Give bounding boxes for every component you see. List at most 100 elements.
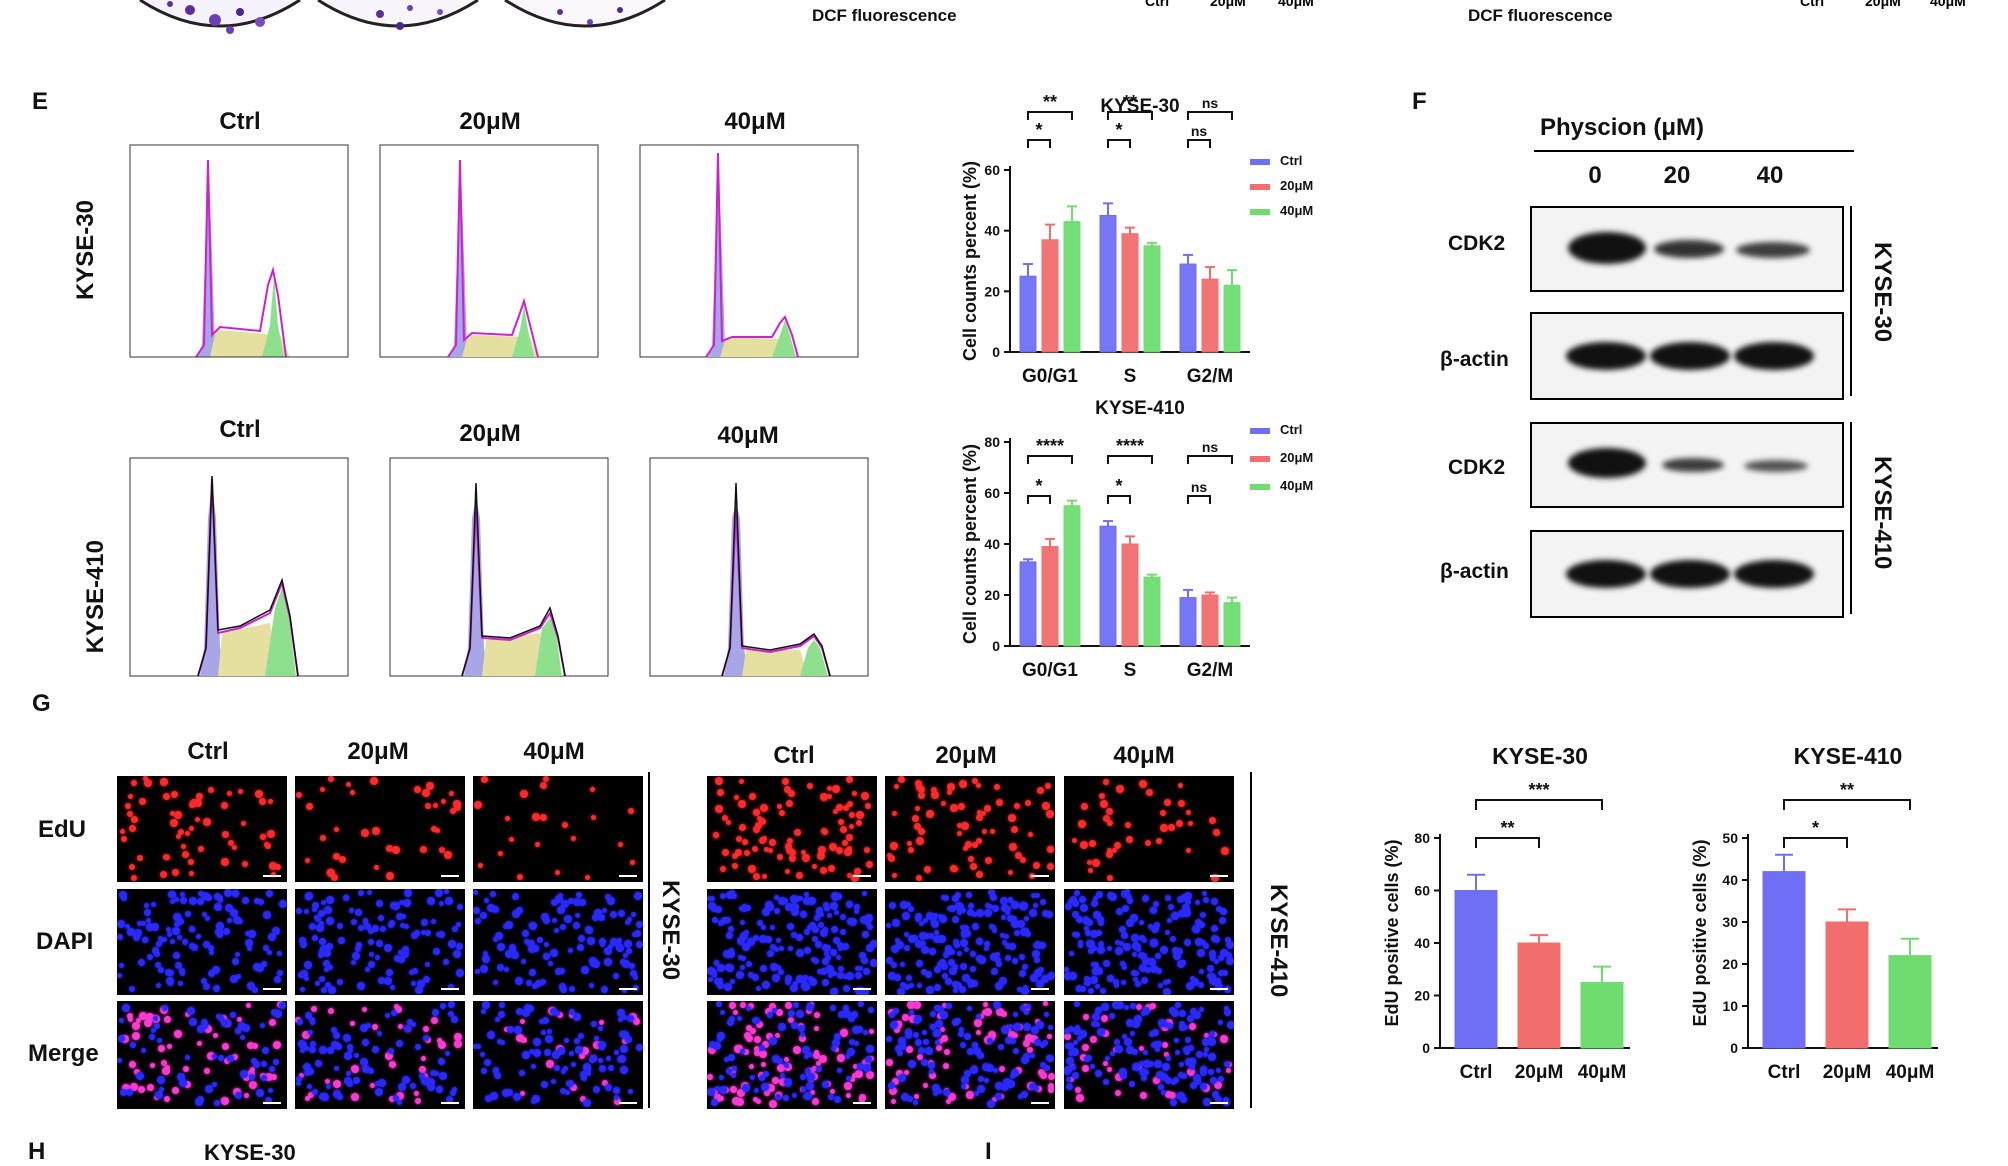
- cell-nucleus: [331, 874, 338, 881]
- cell-nucleus: [1103, 815, 1110, 822]
- cell-nucleus: [1143, 1060, 1151, 1068]
- cell-nucleus: [117, 934, 123, 940]
- wb-dose-40: 40: [1756, 162, 1784, 189]
- cell-nucleus: [587, 937, 595, 945]
- cell-nucleus: [742, 943, 750, 951]
- cell-nucleus: [414, 1091, 419, 1096]
- sig-bracket: [1027, 455, 1073, 464]
- cell-nucleus: [800, 1074, 806, 1080]
- cell-nucleus: [1187, 1015, 1194, 1022]
- scale-bar: [1210, 1102, 1228, 1104]
- g-col-label-40um: 40μM: [523, 738, 585, 765]
- x-tick-label: G0/G1: [1022, 366, 1078, 387]
- cell-nucleus: [890, 1021, 898, 1029]
- cell-nucleus: [1160, 946, 1168, 954]
- cell-nucleus: [972, 842, 978, 848]
- cell-nucleus: [908, 906, 914, 912]
- cell-nucleus: [935, 1020, 943, 1028]
- cell-nucleus: [757, 920, 763, 926]
- cell-nucleus: [1161, 1090, 1166, 1095]
- cell-nucleus: [440, 1003, 446, 1009]
- cell-nucleus: [1222, 970, 1228, 976]
- cell-nucleus: [907, 1001, 915, 1009]
- y-tick-label: 40: [984, 536, 1000, 552]
- cell-nucleus: [452, 926, 458, 932]
- cell-nucleus: [1102, 1030, 1109, 1037]
- cell-nucleus: [167, 932, 172, 937]
- cell-nucleus: [1151, 925, 1159, 933]
- bar: [1223, 602, 1241, 647]
- cell-nucleus: [305, 894, 311, 900]
- cell-nucleus: [724, 1057, 729, 1062]
- cell-nucleus: [325, 1079, 330, 1084]
- cell-nucleus: [718, 920, 724, 926]
- cell-nucleus: [915, 940, 923, 948]
- cell-nucleus: [128, 794, 133, 799]
- cell-nucleus: [363, 920, 368, 925]
- cell-nucleus: [419, 1066, 426, 1073]
- bar: [1762, 871, 1806, 1049]
- cell-nucleus: [941, 963, 948, 970]
- cell-nucleus: [1034, 957, 1040, 963]
- cell-nucleus: [444, 889, 449, 894]
- cell-nucleus: [541, 1081, 548, 1088]
- cell-nucleus: [238, 789, 243, 794]
- cell-nucleus: [1043, 1001, 1048, 1006]
- cell-nucleus: [505, 816, 510, 821]
- cell-nucleus: [366, 1023, 371, 1028]
- cell-nucleus: [266, 890, 273, 897]
- cell-nucleus: [1134, 1015, 1142, 1023]
- cell-nucleus: [1017, 920, 1025, 928]
- sig-bracket: [1783, 837, 1848, 848]
- cell-nucleus: [931, 787, 937, 793]
- cell-nucleus: [985, 857, 992, 864]
- cell-nucleus: [490, 891, 496, 897]
- y-tick-label: 0: [992, 344, 1000, 360]
- cell-nucleus: [128, 1017, 133, 1022]
- sig-label: *: [1115, 120, 1122, 140]
- cell-nucleus: [788, 1010, 795, 1017]
- cell-nucleus: [296, 792, 302, 798]
- cell-nucleus: [544, 942, 549, 947]
- cell-nucleus: [172, 869, 179, 876]
- cell-nucleus: [160, 778, 168, 786]
- cell-nucleus: [1142, 1007, 1150, 1015]
- cell-nucleus: [1177, 896, 1184, 903]
- cell-nucleus: [1064, 972, 1072, 980]
- cell-nucleus: [942, 1003, 947, 1008]
- cell-nucleus: [1008, 1031, 1016, 1039]
- cell-nucleus: [421, 930, 426, 935]
- cell-nucleus: [840, 914, 846, 920]
- chart-title: KYSE-410: [1794, 743, 1903, 769]
- cell-nucleus: [1047, 846, 1054, 853]
- scale-bar: [1031, 988, 1049, 990]
- cell-nucleus: [498, 851, 503, 856]
- cell-nucleus: [1119, 1068, 1127, 1076]
- cell-nucleus: [578, 935, 585, 942]
- cell-nucleus: [1008, 814, 1016, 822]
- cell-nucleus: [828, 973, 833, 978]
- y-tick-label: 0: [992, 638, 1000, 654]
- histogram-kyse30-40um: [639, 144, 859, 358]
- cell-nucleus: [158, 936, 163, 941]
- cell-nucleus: [889, 902, 896, 909]
- cell-nucleus: [1195, 938, 1203, 946]
- cell-nucleus: [822, 979, 829, 986]
- cell-nucleus: [404, 889, 412, 897]
- cell-nucleus: [174, 811, 182, 819]
- cell-nucleus: [1130, 914, 1138, 922]
- cell-nucleus: [414, 786, 421, 793]
- cell-nucleus: [380, 926, 386, 932]
- cell-nucleus: [851, 874, 859, 882]
- cell-nucleus: [216, 1014, 221, 1019]
- cell-nucleus: [1132, 1020, 1140, 1028]
- partial-tick: 20μM: [1865, 0, 1901, 9]
- cell-nucleus: [475, 969, 480, 974]
- sig-label: ns: [1202, 95, 1219, 111]
- cell-nucleus: [948, 959, 955, 966]
- cell-nucleus: [939, 915, 947, 923]
- cell-nucleus: [820, 793, 828, 801]
- cell-nucleus: [957, 910, 962, 915]
- cell-nucleus: [907, 1096, 913, 1102]
